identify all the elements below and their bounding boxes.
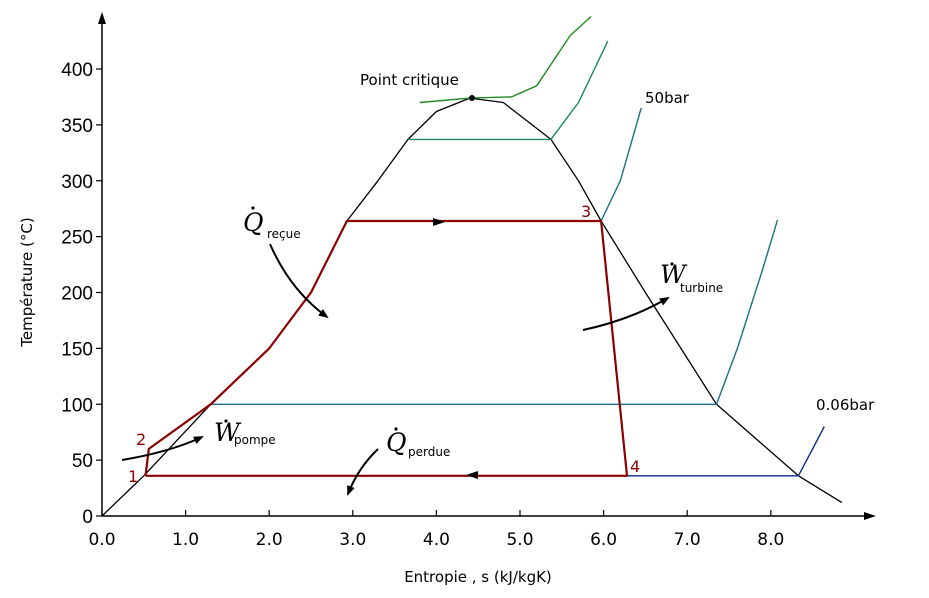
isobar-50bar-curve bbox=[346, 107, 642, 222]
pump-work-annotation: W pompe bbox=[121, 418, 276, 461]
saturation-dome-curve bbox=[101, 97, 843, 517]
heat-in-arrow-icon bbox=[269, 243, 329, 319]
rankine-cycle-curve bbox=[144, 219, 629, 477]
turbine-work-arrow-icon bbox=[582, 296, 670, 331]
cycle-point-1-label: 1 bbox=[128, 467, 138, 486]
isobar-50bar-label: 50bar bbox=[645, 89, 690, 107]
cycle-direction-arrow-icon bbox=[433, 218, 445, 226]
x-tick-label: 6.0 bbox=[590, 530, 617, 550]
heat-out-annotation: Q perdue bbox=[347, 427, 450, 496]
pump-work-arrow-icon bbox=[121, 436, 204, 461]
cycle-point-4-label: 4 bbox=[630, 457, 640, 476]
y-tick-label: 250 bbox=[61, 228, 93, 249]
cycle-point-3-label: 3 bbox=[581, 202, 591, 221]
x-axis: 0.0 1.0 2.0 3.0 4.0 5.0 6.0 7.0 8.0 bbox=[88, 510, 876, 550]
x-tick-label: 3.0 bbox=[339, 530, 366, 550]
isobar-140bar-curve bbox=[408, 40, 609, 141]
y-axis: 0 50 100 150 200 250 300 350 400 bbox=[61, 12, 106, 528]
x-axis-title: Entropie , s (kJ/kgK) bbox=[404, 568, 552, 586]
heat-in-annotation: Q reçue bbox=[243, 206, 329, 319]
x-tick-label: 0.0 bbox=[88, 530, 115, 550]
y-tick-label: 150 bbox=[61, 339, 93, 360]
y-tick-label: 350 bbox=[61, 116, 93, 137]
w-pump-subscript: pompe bbox=[234, 433, 276, 447]
cycle-point-2-label: 2 bbox=[136, 430, 146, 449]
critical-point-label: Point critique bbox=[360, 71, 459, 89]
q-dot-symbol: Q bbox=[386, 428, 407, 457]
q-in-subscript: reçue bbox=[267, 227, 301, 241]
heat-out-arrow-icon bbox=[347, 448, 379, 496]
series-layer bbox=[101, 15, 843, 517]
critical-point-marker bbox=[469, 95, 475, 101]
x-tick-label: 8.0 bbox=[757, 530, 784, 550]
cycle-direction-arrow-icon bbox=[466, 471, 478, 479]
q-dot-symbol: Q bbox=[243, 208, 264, 237]
w-dot-symbol: W bbox=[214, 418, 242, 447]
x-tick-label: 1.0 bbox=[172, 530, 199, 550]
isobar-supercritical-curve bbox=[419, 15, 592, 104]
w-turbine-subscript: turbine bbox=[680, 281, 723, 295]
y-axis-title: Température (°C) bbox=[18, 217, 36, 347]
y-tick-label: 300 bbox=[61, 172, 93, 193]
x-tick-label: 7.0 bbox=[674, 530, 701, 550]
y-tick-label: 50 bbox=[72, 451, 93, 472]
y-tick-label: 400 bbox=[61, 60, 93, 81]
x-axis-arrow-icon bbox=[864, 512, 876, 520]
y-tick-label: 100 bbox=[61, 395, 93, 416]
y-tick-label: 0 bbox=[82, 507, 93, 528]
w-dot-symbol: W bbox=[660, 260, 688, 289]
x-tick-label: 5.0 bbox=[506, 530, 533, 550]
y-tick-label: 200 bbox=[61, 284, 93, 305]
x-tick-label: 2.0 bbox=[256, 530, 283, 550]
turbine-work-annotation: W turbine bbox=[582, 260, 723, 331]
isobar-006bar-label: 0.06bar bbox=[816, 396, 875, 414]
x-tick-label: 4.0 bbox=[423, 530, 450, 550]
q-out-subscript: perdue bbox=[408, 445, 450, 459]
y-axis-arrow-icon bbox=[98, 12, 106, 24]
isobar-1-bar-100-c-curve bbox=[210, 219, 779, 405]
